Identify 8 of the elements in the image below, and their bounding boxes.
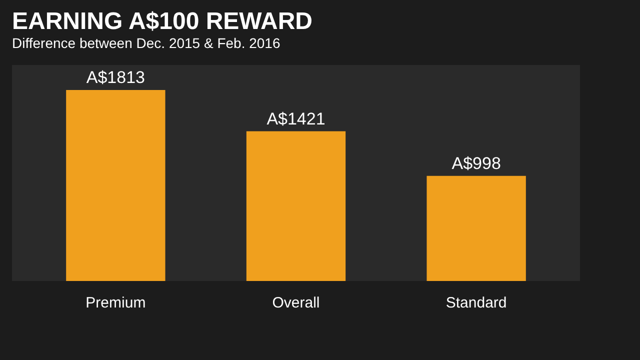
data-label: A$1813 [86,68,145,87]
x-tick-label: Premium [86,294,146,312]
chart-title: EARNING A$100 REWARD [12,8,313,35]
data-label: A$998 [452,154,501,173]
chart-subtitle: Difference between Dec. 2015 & Feb. 2016 [12,35,280,51]
data-label: A$1421 [266,109,326,128]
x-tick-label: Standard [446,294,507,312]
x-tick-label: Overall [272,294,320,312]
